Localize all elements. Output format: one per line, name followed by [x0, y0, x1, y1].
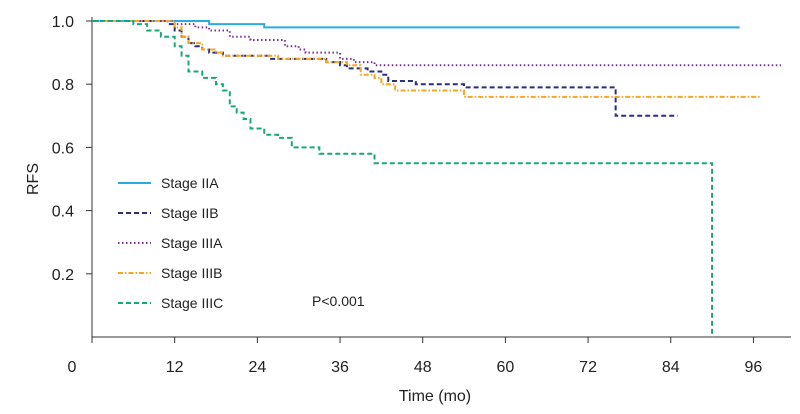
x-tick-label-24: 24 [248, 359, 266, 376]
y-tick-label-0.2: 0.2 [52, 267, 74, 284]
legend-label-2: Stage IIIA [161, 235, 223, 251]
series-line-stage-iiia [92, 20, 781, 67]
legend-label-4: Stage IIIC [161, 295, 223, 311]
x-tick-label-48: 48 [414, 359, 432, 376]
y-tick-label-0.8: 0.8 [52, 77, 74, 94]
axes: 0 12 24 36 48 60 72 84 96 0.2 0.4 0.6 0.8 1.0 [52, 14, 791, 376]
x-tick-label-0: 0 [68, 359, 77, 376]
p-value-annotation: P<0.001 [312, 293, 365, 309]
x-tick-label-36: 36 [331, 359, 349, 376]
series-line-stage-iia [92, 20, 740, 29]
x-axis-label: Time (mo) [399, 388, 471, 405]
legend: Stage IIA Stage IIB Stage IIIA Stage IIIB St… [118, 175, 223, 311]
x-tick-label-84: 84 [662, 359, 680, 376]
x-tick-label-60: 60 [497, 359, 515, 376]
legend-label-1: Stage IIB [161, 205, 219, 221]
y-tick-label-0.4: 0.4 [52, 204, 74, 221]
x-tick-label-96: 96 [745, 359, 763, 376]
y-tick-label-0.6: 0.6 [52, 140, 74, 157]
x-tick-label-72: 72 [579, 359, 597, 376]
legend-label-0: Stage IIA [161, 175, 219, 191]
series-lines [92, 20, 781, 337]
series-line-stage-iiic [92, 20, 714, 337]
series-line-stage-iib [92, 20, 678, 117]
series-line-stage-iiib [92, 20, 761, 98]
x-tick-label-12: 12 [166, 359, 184, 376]
legend-label-3: Stage IIIB [161, 265, 222, 281]
y-tick-label-1: 1.0 [52, 14, 74, 31]
y-axis-label: RFS [25, 163, 42, 195]
